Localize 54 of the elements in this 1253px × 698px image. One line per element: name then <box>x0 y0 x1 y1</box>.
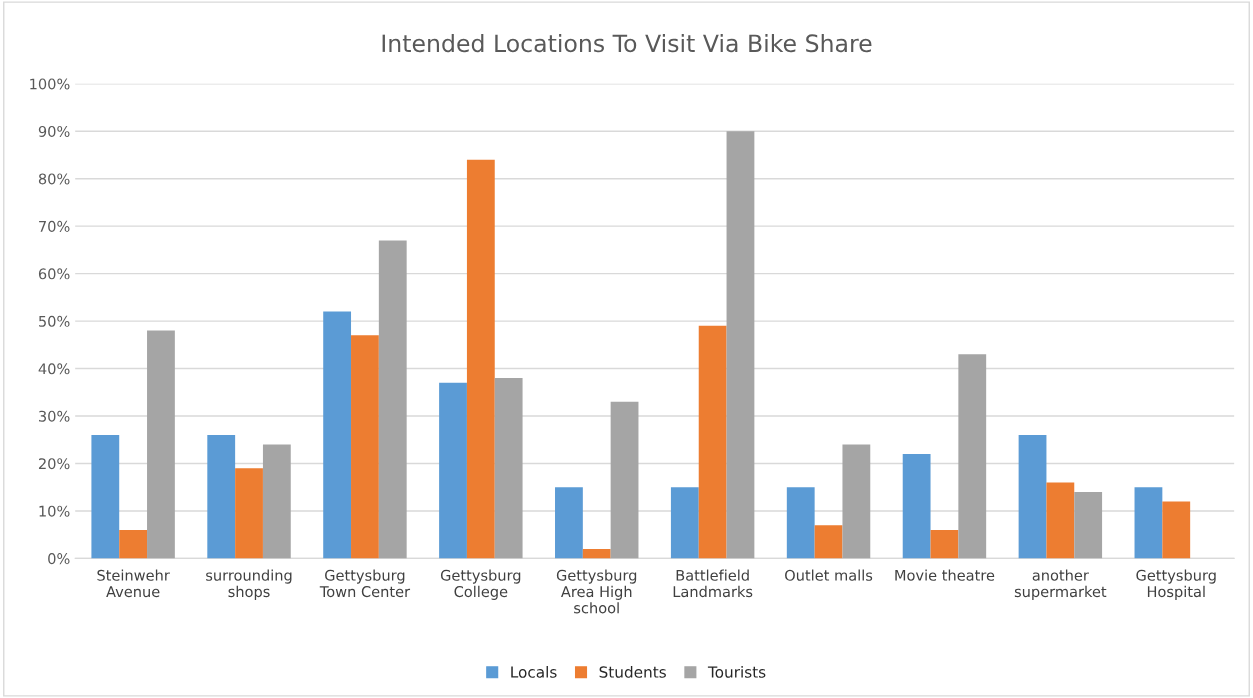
bar <box>958 354 987 559</box>
x-tick-label: Gettysburg Hospital <box>1136 569 1216 600</box>
y-tick-label: 90% <box>38 125 70 137</box>
bar <box>902 453 931 559</box>
bar <box>351 335 379 559</box>
bar <box>439 382 467 559</box>
bar <box>323 311 352 559</box>
bar <box>1134 487 1163 559</box>
x-tick-label: Movie theatre <box>895 569 995 581</box>
legend-label: Students <box>599 665 666 678</box>
y-tick-label: 20% <box>38 458 70 470</box>
bar <box>235 468 263 559</box>
bar <box>91 434 120 559</box>
y-tick-label: 40% <box>38 363 70 375</box>
bar <box>1074 491 1103 559</box>
bar <box>262 444 291 559</box>
bar <box>1162 501 1191 559</box>
bar <box>1018 434 1047 559</box>
x-tick-label: Gettysburg Area High school <box>556 569 637 614</box>
x-tick-label: Outlet malls <box>785 569 873 581</box>
bar <box>842 444 871 559</box>
bar <box>466 159 495 559</box>
bar <box>555 487 583 559</box>
bar <box>670 487 699 559</box>
bar <box>582 548 611 559</box>
y-tick-label: 70% <box>39 220 70 232</box>
legend-label: Tourists <box>707 665 766 678</box>
bar <box>786 487 815 559</box>
bar <box>378 240 407 559</box>
legend-label: Locals <box>511 665 557 678</box>
bar <box>207 434 236 559</box>
y-tick-label: 50% <box>39 315 70 327</box>
x-tick-label: Steinwehr Avenue <box>97 569 170 598</box>
y-tick-label: 80% <box>38 173 70 185</box>
bar <box>119 529 148 559</box>
bar <box>1046 482 1075 559</box>
y-tick-label: 30% <box>39 410 70 422</box>
bar <box>930 529 959 559</box>
bar <box>698 325 727 559</box>
x-tick-label: Gettysburg College <box>440 569 521 600</box>
bar <box>814 525 843 559</box>
bar <box>726 131 755 559</box>
bar <box>494 378 523 559</box>
x-tick-label: another supermarket <box>1014 569 1107 600</box>
chart-title: Intended Locations To Visit Via Bike Share <box>382 33 872 53</box>
x-tick-label: Gettysburg Town Center <box>319 569 411 598</box>
y-tick-label: 100% <box>30 78 70 90</box>
bar <box>610 401 639 559</box>
y-tick-label: 10% <box>39 505 70 517</box>
y-tick-label: 60% <box>38 268 70 280</box>
y-tick-label: 0% <box>48 553 70 565</box>
x-tick-label: Battlefield Landmarks <box>673 569 753 598</box>
x-tick-label: surrounding shops <box>206 569 292 600</box>
bar <box>147 330 175 559</box>
